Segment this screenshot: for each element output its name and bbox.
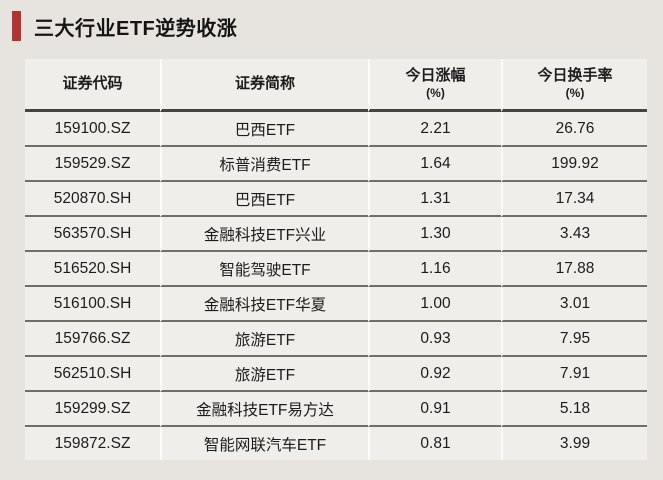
cell-name: 巴西ETF [160,182,368,217]
table-row: 516100.SH 金融科技ETF华夏 1.00 3.01 [25,287,647,322]
table-row: 159100.SZ 巴西ETF 2.21 26.76 [25,112,647,147]
column-header-label: 证券代码 [62,74,123,92]
table-row: 562510.SH 旅游ETF 0.92 7.91 [25,357,647,392]
page-title: 三大行业ETF逆势收涨 [34,17,238,40]
cell-name: 金融科技ETF华夏 [160,287,368,322]
cell-name: 金融科技ETF兴业 [160,217,368,252]
etf-table: 证券代码 证券简称 今日涨幅 (%) 今日换手率 (%) 159100.SZ 巴西ETF 2.… [25,59,647,460]
cell-name: 巴西ETF [160,112,368,147]
table-row: 159872.SZ 智能网联汽车ETF 0.81 3.99 [25,427,647,460]
column-header-unit: (%) [426,85,445,100]
cell-change: 0.92 [368,357,501,392]
cell-name: 智能网联汽车ETF [160,427,368,460]
cell-code: 159766.SZ [25,322,160,357]
cell-change: 1.00 [368,287,501,322]
cell-change: 1.30 [368,217,501,252]
cell-turnover: 17.34 [501,182,647,217]
cell-turnover: 7.91 [501,357,647,392]
cell-code: 159299.SZ [25,392,160,427]
column-header-label: 今日换手率 [537,67,613,85]
cell-change: 1.31 [368,182,501,217]
cell-code: 159872.SZ [25,427,160,460]
cell-turnover: 17.88 [501,252,647,287]
table-row: 516520.SH 智能驾驶ETF 1.16 17.88 [25,252,647,287]
table-row: 563570.SH 金融科技ETF兴业 1.30 3.43 [25,217,647,252]
table-body: 159100.SZ 巴西ETF 2.21 26.76 159529.SZ 标普消费ETF 1… [25,112,647,460]
cell-change: 0.91 [368,392,501,427]
table-header-row: 证券代码 证券简称 今日涨幅 (%) 今日换手率 (%) [25,59,647,112]
cell-turnover: 5.18 [501,392,647,427]
cell-turnover: 3.01 [501,287,647,322]
cell-turnover: 7.95 [501,322,647,357]
cell-turnover: 199.92 [501,147,647,182]
cell-code: 563570.SH [25,217,160,252]
column-header: 证券代码 [25,59,160,112]
table-row: 159299.SZ 金融科技ETF易方达 0.91 5.18 [25,392,647,427]
title-accent-bar [12,11,21,41]
cell-name: 标普消费ETF [160,147,368,182]
column-header: 今日涨幅 (%) [368,59,501,112]
cell-code: 159529.SZ [25,147,160,182]
cell-name: 智能驾驶ETF [160,252,368,287]
column-header: 证券简称 [160,59,368,112]
cell-code: 159100.SZ [25,112,160,147]
cell-code: 520870.SH [25,182,160,217]
column-header-label: 证券简称 [234,74,295,92]
table-header: 证券代码 证券简称 今日涨幅 (%) 今日换手率 (%) [25,59,647,112]
cell-turnover: 3.43 [501,217,647,252]
page: 三大行业ETF逆势收涨 证券代码 证券简称 今日涨幅 (%) 今日换手率 (%) 1591… [0,0,663,460]
table-row: 159766.SZ 旅游ETF 0.93 7.95 [25,322,647,357]
column-header-label: 今日涨幅 [405,67,466,85]
cell-code: 516100.SH [25,287,160,322]
cell-change: 0.81 [368,427,501,460]
article-title-block: 三大行业ETF逆势收涨 [0,0,663,43]
column-header: 今日换手率 (%) [501,59,647,112]
cell-change: 1.16 [368,252,501,287]
column-header-unit: (%) [565,85,585,100]
cell-code: 562510.SH [25,357,160,392]
cell-change: 2.21 [368,112,501,147]
cell-name: 旅游ETF [160,357,368,392]
cell-turnover: 26.76 [501,112,647,147]
cell-name: 金融科技ETF易方达 [160,392,368,427]
cell-turnover: 3.99 [501,427,647,460]
table-row: 159529.SZ 标普消费ETF 1.64 199.92 [25,147,647,182]
cell-code: 516520.SH [25,252,160,287]
cell-change: 0.93 [368,322,501,357]
cell-change: 1.64 [368,147,501,182]
cell-name: 旅游ETF [160,322,368,357]
table-row: 520870.SH 巴西ETF 1.31 17.34 [25,182,647,217]
